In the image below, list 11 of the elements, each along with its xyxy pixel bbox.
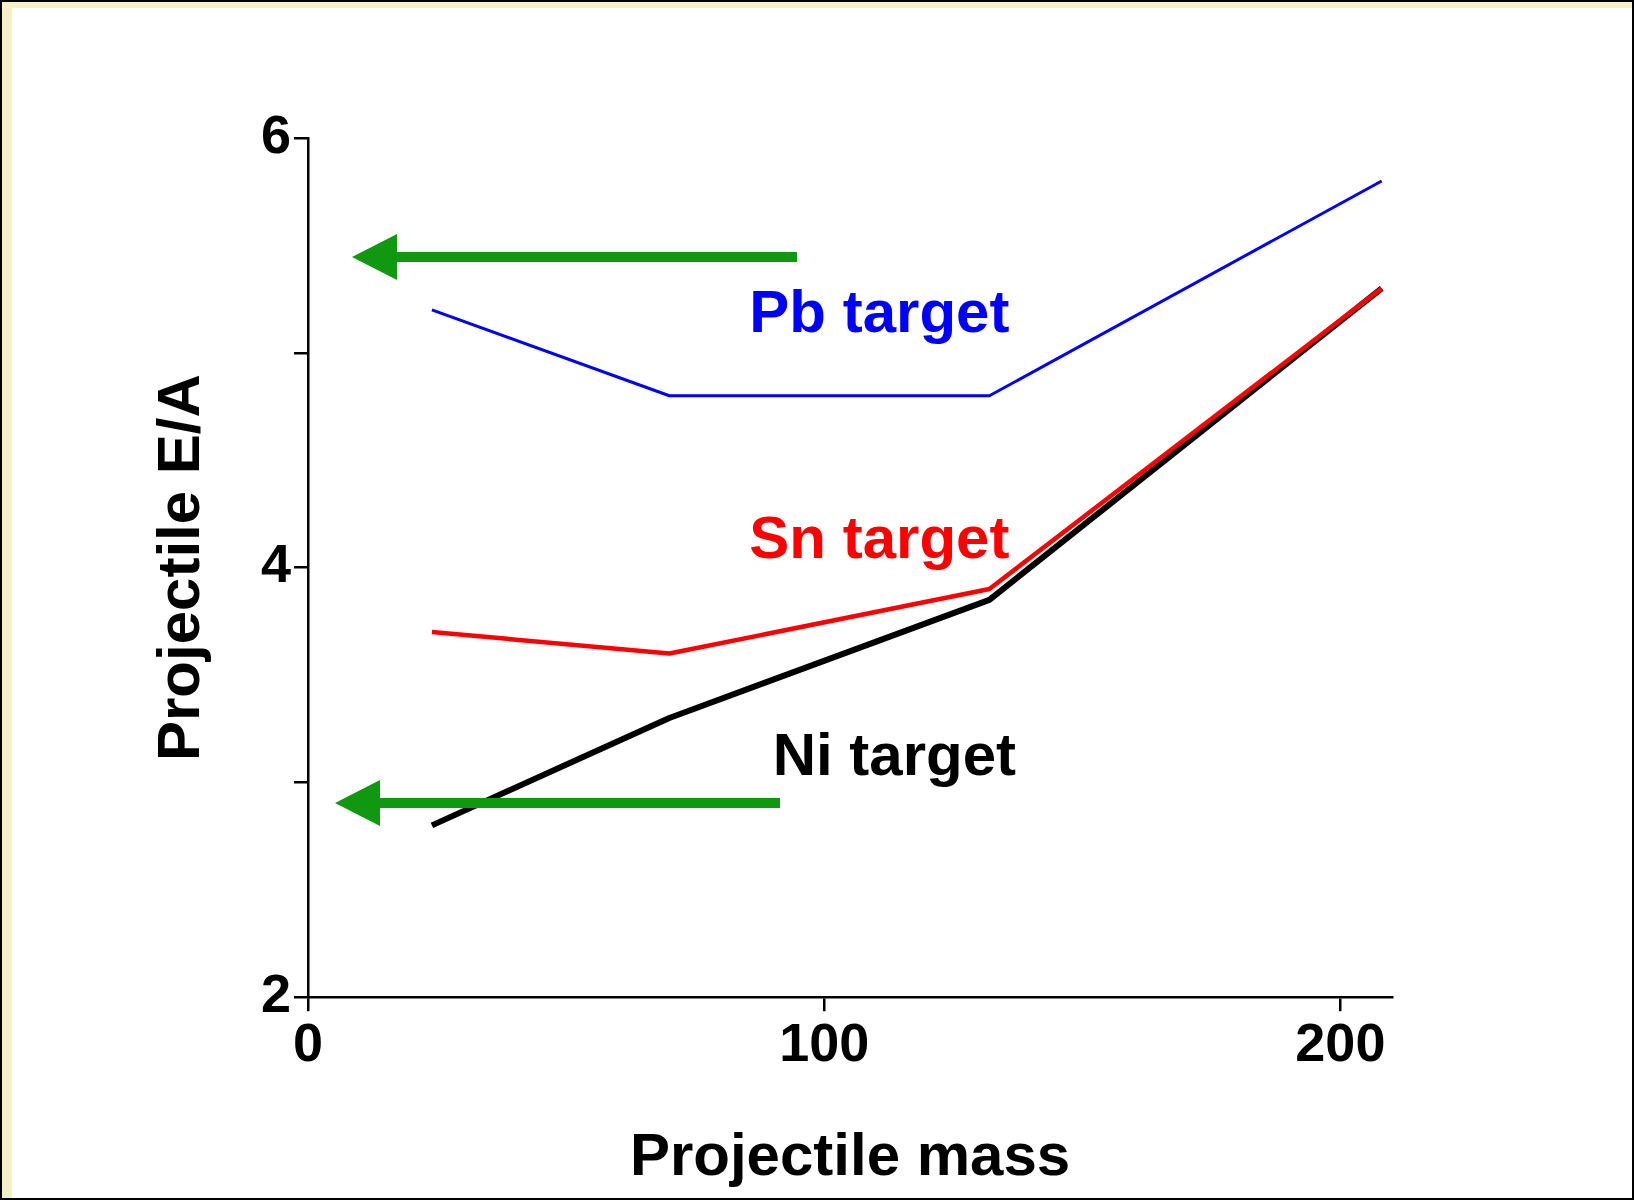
x-tick-label: 200 [1295, 1012, 1386, 1073]
series-label: Sn target [749, 503, 1010, 571]
x-axis-title: Projectile mass [629, 1120, 1071, 1188]
y-tick-label: 2 [260, 963, 292, 1024]
y-tick-label: 4 [260, 533, 292, 594]
series-label: Ni target [772, 721, 1017, 789]
x-tick-label: 0 [293, 1012, 324, 1073]
y-axis-title: Projectile E/A [144, 374, 212, 762]
x-tick-label: 100 [779, 1012, 870, 1073]
series-label: Pb target [749, 278, 1010, 346]
y-tick-label: 6 [260, 103, 292, 164]
